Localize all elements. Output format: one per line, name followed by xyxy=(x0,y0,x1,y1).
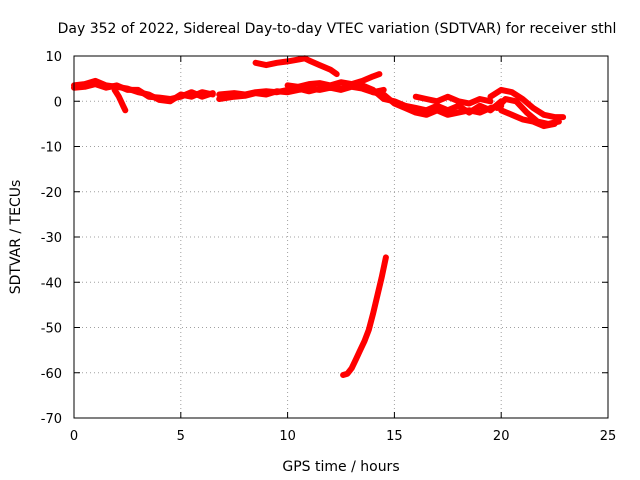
x-tick-label: 25 xyxy=(600,429,617,444)
y-tick-label: 10 xyxy=(45,50,62,65)
y-tick-label: -10 xyxy=(41,141,62,156)
series-arc-9 xyxy=(370,89,505,118)
x-tick-label: 10 xyxy=(279,429,296,444)
x-axis-title: GPS time / hours xyxy=(282,459,399,475)
chart-title: Day 352 of 2022, Sidereal Day-to-day VTE… xyxy=(58,21,617,37)
y-tick-label: -20 xyxy=(41,186,62,201)
series-arc-11 xyxy=(487,86,567,121)
x-tick-label: 0 xyxy=(70,429,78,444)
series-arc-3 xyxy=(111,86,129,114)
axis-ticks xyxy=(73,55,609,419)
y-tick-label: -60 xyxy=(41,367,62,382)
y-tick-label: -50 xyxy=(41,322,62,337)
series-arc-2 xyxy=(71,81,216,102)
y-tick-label: 0 xyxy=(54,95,62,110)
y-axis-title: SDTVAR / TECUs xyxy=(8,180,24,295)
series-arc-6 xyxy=(284,71,383,90)
data-series xyxy=(71,55,567,378)
x-tick-label: 15 xyxy=(386,429,403,444)
y-tick-label: -40 xyxy=(41,276,62,291)
series-arc-13 xyxy=(498,107,558,130)
x-tick-label: 20 xyxy=(493,429,510,444)
x-tick-label: 5 xyxy=(177,429,185,444)
series-arc-10 xyxy=(412,93,494,107)
y-tick-label: -70 xyxy=(41,412,62,427)
y-tick-label: -30 xyxy=(41,231,62,246)
series-arc-14 xyxy=(340,254,389,378)
series-arc-7 xyxy=(252,55,340,78)
y-tick-labels: 10 0 -10 -20 -30 -40 -50 -60 -70 xyxy=(41,50,62,427)
x-tick-labels: 0 5 10 15 20 25 xyxy=(70,429,616,444)
